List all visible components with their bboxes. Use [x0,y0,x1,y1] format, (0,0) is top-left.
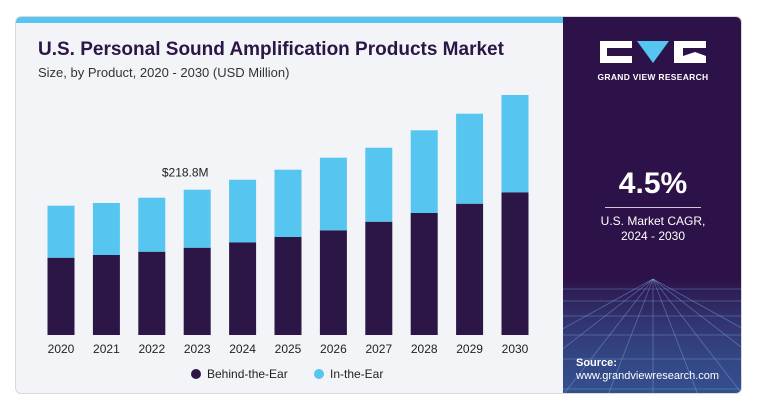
floor-glow [563,279,741,393]
grid-floor [563,278,741,393]
legend-swatch-in-the-ear [314,369,324,379]
chart-subtitle: Size, by Product, 2020 - 2030 (USD Milli… [38,65,290,80]
chart-title: U.S. Personal Sound Amplification Produc… [38,39,504,60]
bar-in-the-ear-2025 [274,169,302,237]
x-tick-label-2024: 2024 [229,342,256,356]
x-tick-label-2029: 2029 [456,342,483,356]
bar-in-the-ear-2020 [47,205,75,258]
bar-behind-the-ear-2024 [229,242,257,335]
x-tick-label-2028: 2028 [411,342,438,356]
grand-view-research-logo [600,41,706,63]
brand-name: GRAND VIEW RESEARCH [597,72,709,82]
cagr-label: U.S. Market CAGR, 2024 - 2030 [563,214,741,244]
bar-in-the-ear-2030 [501,95,529,193]
data-label-2023: $218.8M [162,166,209,180]
bar-behind-the-ear-2025 [274,237,302,335]
bar-behind-the-ear-2022 [138,251,166,335]
bar-in-the-ear-2027 [365,147,393,222]
x-tick-label-2022: 2022 [138,342,165,356]
x-tick-label-2025: 2025 [275,342,302,356]
x-tick-label-2023: 2023 [184,342,211,356]
cagr-label-line2: 2024 - 2030 [620,229,686,243]
x-tick-label-2021: 2021 [93,342,120,356]
legend: Behind-the-Ear In-the-Ear [16,367,563,383]
legend-item-behind-the-ear: Behind-the-Ear [191,367,288,381]
source-label: Source: [576,357,617,369]
cagr-divider [605,207,701,208]
bar-behind-the-ear-2020 [47,257,75,335]
source-url: www.grandviewresearch.com [576,370,720,382]
legend-label-behind-the-ear: Behind-the-Ear [207,367,288,381]
chart-card: U.S. Personal Sound Amplification Produc… [15,16,742,394]
bar-behind-the-ear-2030 [501,192,529,335]
cagr-label-line1: U.S. Market CAGR, [600,214,706,228]
bar-behind-the-ear-2023 [183,247,211,335]
bar-in-the-ear-2026 [319,157,347,231]
x-tick-label-2026: 2026 [320,342,347,356]
legend-swatch-behind-the-ear [191,369,201,379]
bar-in-the-ear-2021 [92,203,120,255]
accent-bar [16,17,563,23]
bar-in-the-ear-2023 [183,189,211,248]
bar-behind-the-ear-2021 [92,255,120,335]
legend-item-in-the-ear: In-the-Ear [314,367,383,381]
bar-in-the-ear-2022 [138,197,166,252]
x-tick-label-2020: 2020 [48,342,75,356]
bar-behind-the-ear-2028 [410,213,438,335]
bar-chart: 2020 2021 2022 2023 2024 2025 2026 2027 2028 2029… [47,95,529,356]
x-tick-label-2027: 2027 [365,342,392,356]
bar-behind-the-ear-2029 [456,203,484,335]
bar-behind-the-ear-2027 [365,221,393,335]
cagr-value: 4.5% [618,167,688,200]
bar-in-the-ear-2028 [410,130,438,213]
bar-in-the-ear-2029 [456,113,484,204]
side-decoration [563,41,741,393]
bar-in-the-ear-2024 [229,179,257,243]
side-panel: GRAND VIEW RESEARCH 4.5% U.S. Market CAG… [563,17,741,393]
legend-label-in-the-ear: In-the-Ear [330,367,384,381]
x-tick-label-2030: 2030 [502,342,529,356]
bar-behind-the-ear-2026 [319,230,347,335]
